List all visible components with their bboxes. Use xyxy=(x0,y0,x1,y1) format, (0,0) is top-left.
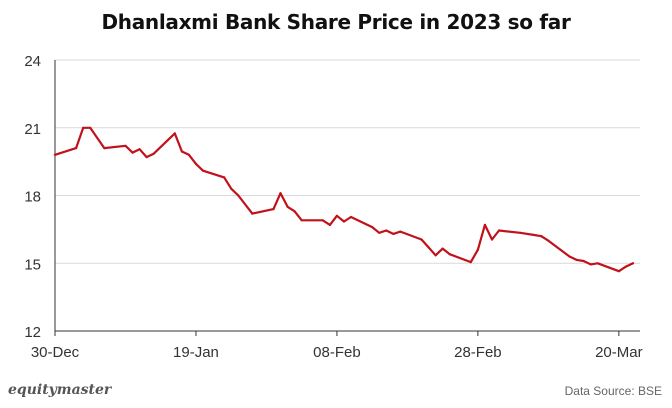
x-tick-label: 20-Mar xyxy=(595,344,643,361)
data-point xyxy=(300,219,303,222)
data-point xyxy=(152,152,155,155)
y-tick-label: 15 xyxy=(24,256,41,273)
data-point xyxy=(624,265,628,268)
data-point xyxy=(124,144,127,147)
data-point xyxy=(145,156,148,159)
y-tick-labels: 12 15 18 21 24 xyxy=(24,53,41,341)
data-point xyxy=(420,238,423,241)
data-point xyxy=(392,232,395,235)
data-point xyxy=(82,126,85,129)
brand-logo: equitymaster xyxy=(8,382,112,398)
y-tick-label: 18 xyxy=(24,189,41,206)
data-point xyxy=(223,176,226,179)
data-point xyxy=(328,223,331,226)
data-point xyxy=(589,263,592,266)
data-point xyxy=(631,262,635,265)
data-point xyxy=(230,187,233,190)
gridlines xyxy=(55,59,640,264)
data-point xyxy=(385,229,388,232)
data-point xyxy=(483,223,486,226)
data-point xyxy=(279,192,282,195)
x-tick-labels: 30-Dec 19-Jan 08-Feb 28-Feb 20-Mar xyxy=(31,344,643,361)
data-point xyxy=(138,148,141,151)
data-point xyxy=(131,151,134,154)
data-point xyxy=(617,270,621,273)
data-point xyxy=(89,126,92,129)
data-point xyxy=(286,205,289,208)
data-source-note: Data Source: BSE xyxy=(564,384,662,398)
data-point xyxy=(469,261,472,264)
data-point xyxy=(251,212,254,215)
data-point xyxy=(427,246,430,249)
y-tick-label: 12 xyxy=(24,324,41,341)
data-point xyxy=(476,248,479,251)
data-point xyxy=(194,162,198,165)
data-point xyxy=(187,153,190,156)
data-point xyxy=(540,235,543,238)
data-point xyxy=(103,147,106,150)
series-layer xyxy=(53,126,635,273)
data-point xyxy=(201,169,205,172)
data-point xyxy=(180,150,183,153)
y-tick-label: 24 xyxy=(24,53,41,70)
axes xyxy=(54,60,640,336)
data-point xyxy=(173,132,176,135)
data-point xyxy=(533,233,536,237)
data-point xyxy=(272,208,275,211)
data-point xyxy=(547,239,550,242)
chart-title: Dhanlaxmi Bank Share Price in 2023 so fa… xyxy=(101,10,571,34)
data-point xyxy=(434,254,437,257)
data-point xyxy=(399,230,402,233)
data-point xyxy=(441,247,444,250)
series-line xyxy=(53,126,635,273)
data-point xyxy=(575,258,578,261)
data-point xyxy=(371,226,374,229)
x-tick-label: 28-Feb xyxy=(454,344,502,361)
y-tick-label: 21 xyxy=(24,121,41,138)
data-point xyxy=(497,229,501,232)
x-tick-label: 19-Jan xyxy=(173,344,219,361)
data-point xyxy=(321,219,324,222)
data-point xyxy=(293,210,296,213)
data-point xyxy=(335,214,338,217)
data-point xyxy=(75,147,78,150)
data-point xyxy=(378,231,381,234)
x-tick-label: 08-Feb xyxy=(313,344,361,361)
data-point xyxy=(519,231,522,234)
data-point xyxy=(342,220,346,223)
data-point xyxy=(349,215,353,219)
data-point xyxy=(237,194,240,197)
data-point xyxy=(448,253,451,256)
data-point xyxy=(490,238,494,241)
data-point xyxy=(568,255,571,258)
data-point xyxy=(53,153,57,156)
data-point xyxy=(582,259,585,263)
x-tick-label: 30-Dec xyxy=(31,344,80,361)
data-point xyxy=(596,262,599,265)
